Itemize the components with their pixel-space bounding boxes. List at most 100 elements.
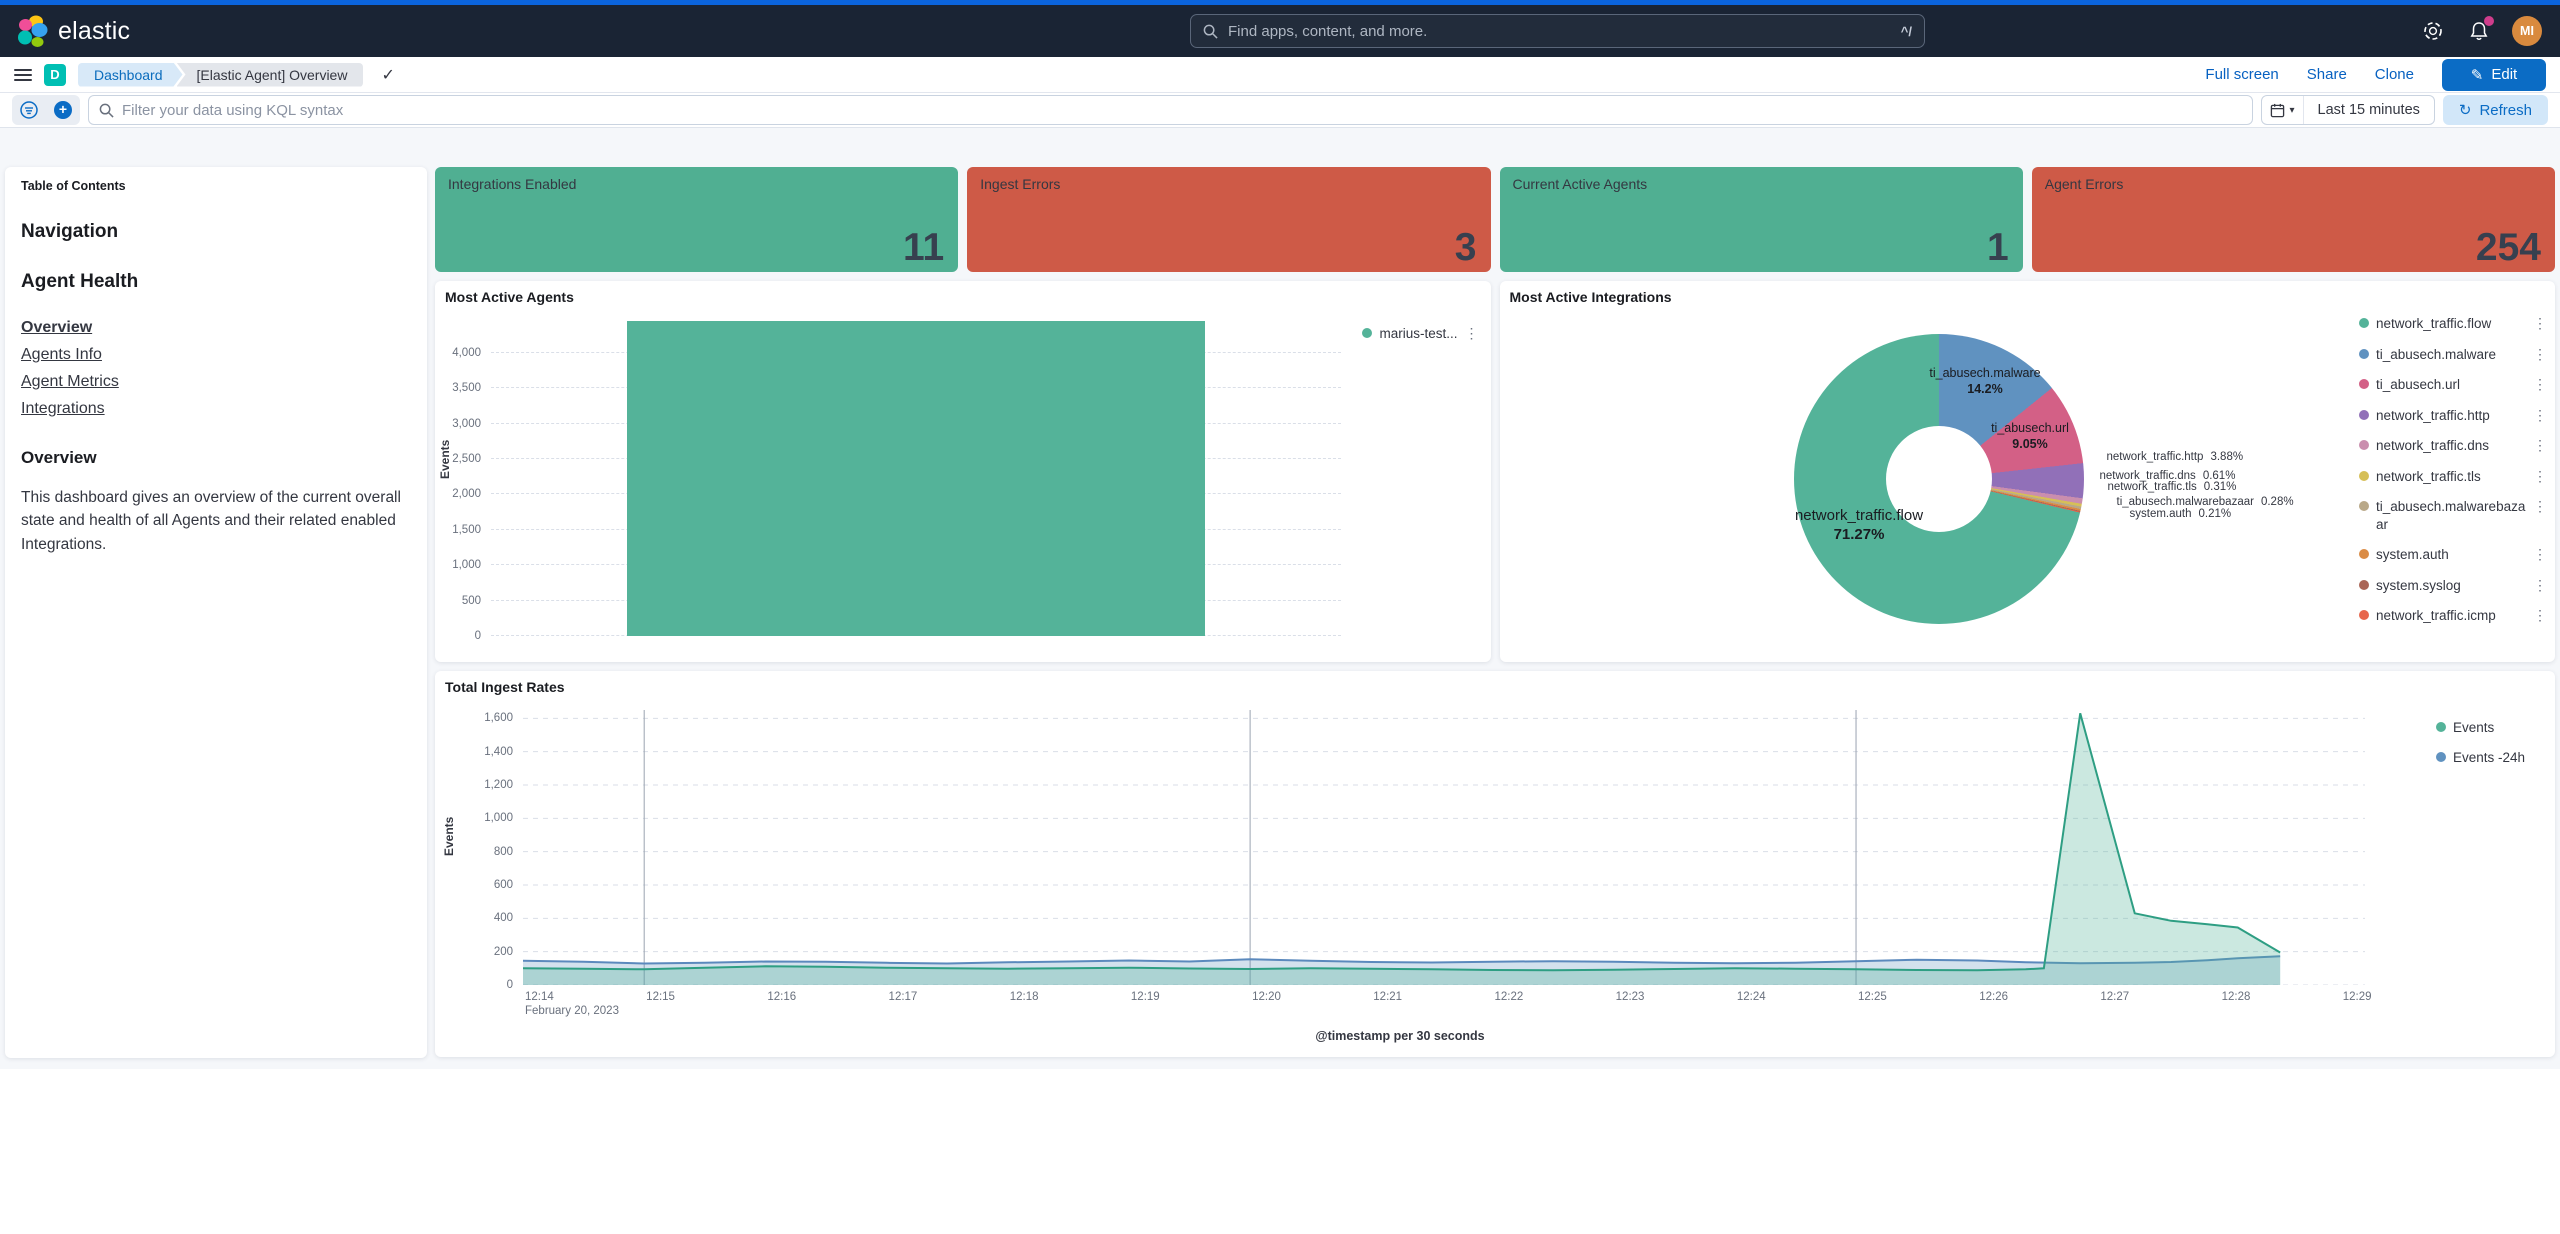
legend-item-menu-icon[interactable]: ⋮ [2533, 498, 2547, 515]
legend-item[interactable]: marius-test... ⋮ [1362, 325, 1479, 343]
toc-section-agent-health: Agent Health [21, 271, 139, 292]
date-picker: ▾ Last 15 minutes [2261, 95, 2435, 125]
check-icon: ✓ [381, 66, 395, 84]
toc-link-integrations[interactable]: Integrations [21, 400, 105, 417]
toc-link-agents-info[interactable]: Agents Info [21, 346, 102, 363]
time-range-label[interactable]: Last 15 minutes [2317, 102, 2420, 118]
y-tick-label: 3,500 [452, 382, 481, 395]
pie-callout-label: network_traffic.tls 0.31% [2107, 481, 2237, 493]
legend-item[interactable]: network_traffic.flow ⋮ [2359, 315, 2547, 333]
bar-series-marius-test...[interactable] [626, 321, 1205, 636]
app-badge[interactable]: D [44, 63, 66, 86]
edit-button[interactable]: ✎ Edit [2442, 58, 2546, 91]
toc-link-overview[interactable]: Overview [21, 319, 93, 336]
legend-item-menu-icon[interactable]: ⋮ [2533, 607, 2547, 624]
legend-item[interactable]: network_traffic.tls ⋮ [2359, 468, 2547, 486]
legend-color-dot [2359, 610, 2369, 621]
global-search[interactable]: ^/ [1190, 14, 1925, 48]
legend-item-menu-icon[interactable]: ⋮ [2533, 467, 2547, 484]
legend-color-dot [2359, 379, 2369, 390]
add-filter-button[interactable]: + [46, 95, 80, 125]
refresh-button[interactable]: ↻ Refresh [2442, 95, 2548, 125]
refresh-icon: ↻ [2458, 102, 2472, 119]
legend-color-dot [2359, 409, 2369, 420]
share-button[interactable]: Share [2306, 66, 2347, 83]
overview-description: This dashboard gives an overview of the … [21, 489, 401, 553]
area-chart[interactable]: February 20, 2023 0 200 400 600 800 1,000 1,20… [484, 710, 2372, 1017]
toc-link-agent-metrics[interactable]: Agent Metrics [21, 373, 119, 390]
legend-label: network_traffic.flow [2376, 316, 2492, 331]
menu-button[interactable] [14, 68, 32, 81]
filter-circle-icon [20, 101, 38, 119]
legend-item[interactable]: network_traffic.http ⋮ [2359, 407, 2547, 425]
legend-item-menu-icon[interactable]: ⋮ [2533, 406, 2547, 423]
panel-title: Most Active Agents [445, 289, 574, 305]
date-picker-quick-menu[interactable]: ▾ [2262, 96, 2304, 124]
y-axis-title: Events [442, 816, 456, 856]
legend-item-menu-icon[interactable]: ⋮ [2533, 437, 2547, 454]
panel-most-active-integrations: Most Active Integrations ti_abusech.malw… [1499, 281, 2555, 662]
breadcrumb-dashboard[interactable]: Dashboard [78, 63, 183, 87]
legend-color-dot [2359, 470, 2369, 481]
kql-filter-field[interactable] [88, 95, 2254, 125]
chevron-down-icon: ▾ [2289, 104, 2295, 116]
legend-item-menu-icon[interactable]: ⋮ [2533, 546, 2547, 563]
search-icon [1203, 24, 1218, 39]
legend-item[interactable]: ti_abusech.url ⋮ [2359, 376, 2547, 394]
legend-color-dot [2359, 318, 2369, 328]
legend-item[interactable]: Events -24h [2435, 749, 2525, 767]
user-avatar[interactable]: MI [2512, 16, 2542, 46]
clone-button[interactable]: Clone [2374, 66, 2414, 83]
full-screen-button[interactable]: Full screen [2205, 66, 2279, 83]
legend-label: marius-test... [1379, 326, 1458, 341]
legend-item[interactable]: ti_abusech.malware ⋮ [2359, 346, 2547, 364]
y-tick-label: 2,500 [452, 453, 481, 466]
donut-chart[interactable] [1793, 334, 2084, 624]
legend-color-dot [2359, 440, 2369, 451]
legend-item[interactable]: system.auth ⋮ [2359, 546, 2547, 564]
x-tick-label: 12:15 [646, 991, 675, 1003]
pie-callout-label: system.auth 0.21% [2129, 508, 2232, 520]
breadcrumb-current-page: [Elastic Agent] Overview [176, 62, 364, 87]
y-tick-label: 600 [493, 879, 513, 891]
legend-item[interactable]: ti_abusech.malwarebazaar ⋮ [2359, 498, 2547, 533]
pie-inner-label: network_traffic.flow 71.27% [1794, 507, 1924, 543]
keyboard-shortcut-hint: ^/ [1900, 23, 1912, 39]
nav-toolbar: D Dashboard [Elastic Agent] Overview ✓ F… [0, 57, 2560, 93]
y-tick-label: 500 [461, 594, 481, 607]
bar-chart[interactable]: 0 500 1,000 1,500 2,000 2,500 3,000 3,500 4,000 [452, 321, 1341, 642]
global-search-input[interactable] [1228, 22, 1891, 40]
tile-integrations-enabled[interactable]: Integrations Enabled 11 [435, 167, 959, 272]
legend-label: Events [2452, 720, 2495, 735]
filter-menu-button[interactable] [12, 95, 46, 125]
legend-item-menu-icon[interactable]: ⋮ [2533, 345, 2547, 362]
x-tick-label: 12:16 [767, 991, 797, 1003]
area-chart-canvas [523, 710, 2365, 985]
x-tick-label: 12:23 [1615, 991, 1645, 1003]
legend-item-menu-icon[interactable]: ⋮ [2533, 376, 2547, 393]
notifications-button[interactable] [2466, 16, 2494, 44]
legend-item[interactable]: network_traffic.icmp ⋮ [2359, 607, 2547, 625]
x-axis-date-context: February 20, 2023 [525, 1005, 619, 1017]
legend-color-dot [2359, 549, 2369, 560]
notification-badge [2484, 16, 2494, 26]
tile-agent-errors[interactable]: Agent Errors 254 [2031, 167, 2555, 272]
x-tick-label: 12:25 [1858, 991, 1887, 1003]
x-axis-title: @timestamp per 30 seconds [1315, 1029, 1485, 1043]
tile-ingest-errors[interactable]: Ingest Errors 3 [967, 167, 1491, 272]
filter-bar: + ▾ Last 15 minutes ↻Refresh [0, 93, 2560, 128]
legend-item[interactable]: network_traffic.dns ⋮ [2359, 437, 2547, 455]
elastic-logo-icon [18, 15, 48, 47]
elastic-logo[interactable]: elastic [18, 15, 130, 47]
legend-item[interactable]: Events [2435, 719, 2525, 737]
kql-input[interactable] [122, 101, 2243, 119]
legend-item[interactable]: system.syslog ⋮ [2359, 577, 2547, 595]
help-button[interactable] [2420, 18, 2446, 44]
legend-item-menu-icon[interactable]: ⋮ [1464, 325, 1479, 341]
y-tick-label: 3,000 [452, 417, 481, 430]
legend-item-menu-icon[interactable]: ⋮ [2533, 315, 2547, 331]
pie-callout-label: network_traffic.http 3.88% [2106, 451, 2244, 463]
breadcrumb: Dashboard [Elastic Agent] Overview [78, 62, 364, 87]
legend-item-menu-icon[interactable]: ⋮ [2533, 576, 2547, 593]
tile-current-active-agents[interactable]: Current Active Agents 1 [1499, 167, 2023, 272]
